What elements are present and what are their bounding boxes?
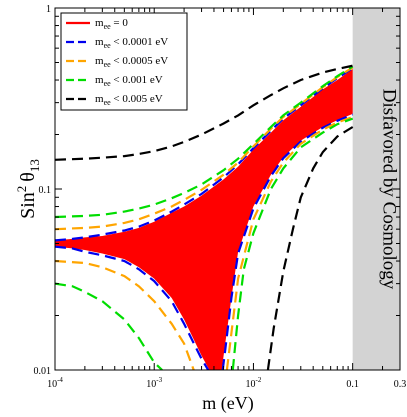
series-1-lower2-curve [221,113,354,370]
series-4-upper-curve [55,64,353,161]
x-tick-label: 10-2 [246,376,262,390]
legend-entry-label: mee < 0.001 eV [95,74,163,88]
x-axis-title: m (eV) [202,393,253,414]
legend-entry-label: mee < 0.005 eV [95,93,163,107]
legend-entry-label: mee < 0.0005 eV [95,55,168,69]
y-tick-label: 0.1 [39,185,52,196]
y-tick-label: 1 [46,4,51,15]
y-axis-title-theta: θ [17,172,39,182]
y-axis-title-main: Sin [17,192,39,219]
series-1-upper-curve [55,67,354,242]
x-tick-label: 0.1 [346,379,359,390]
series-3-lower2-curve [231,117,354,370]
x-tick-label: 10-3 [146,376,162,390]
x-tick-label: 0.3 [394,379,407,390]
y-axis-title-sup: 2 [14,186,29,193]
disfavored-band: Disfavored by Cosmology [352,8,400,370]
series-band-mee-0 [55,69,353,370]
x-tick-label: 10-4 [47,376,63,390]
series-3-lower-curve [55,282,163,370]
disfavored-label: Disfavored by Cosmology [378,89,399,290]
legend-entry-label: mee < 0.0001 eV [95,36,168,50]
series-4-lower2-curve [266,126,354,370]
legend-entry-label: mee = 0 [95,17,128,31]
series-2-lower2-curve [225,115,354,370]
y-axis-title-sub: 13 [27,159,42,172]
y-axis-title: Sin2 θ13 [14,159,42,219]
series-2-lower-curve [55,259,195,370]
y-tick-label: 0.01 [34,366,52,377]
series-2-upper-curve [55,66,354,231]
disfavored-region [352,8,400,370]
series-1-lower-curve [55,245,210,370]
legend: mee = 0 mee < 0.0001 eV mee < 0.0005 eV mee… [60,12,188,111]
